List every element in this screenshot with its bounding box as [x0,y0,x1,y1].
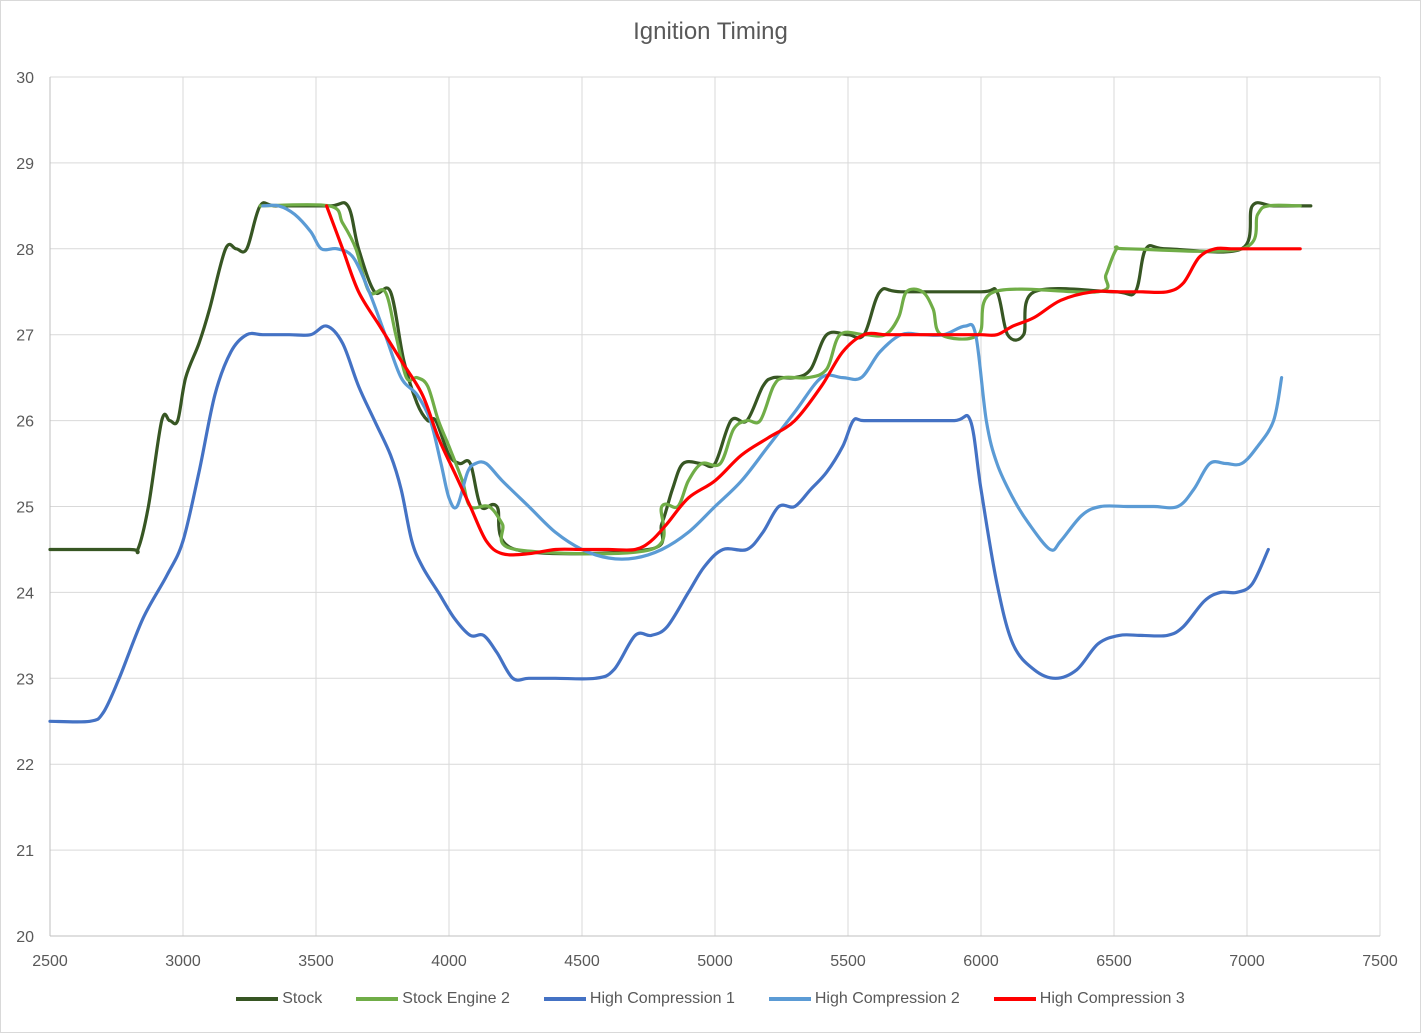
chart-title: Ignition Timing [633,18,788,45]
legend-item-high-compression-1: High Compression 1 [543,990,735,1008]
legend-label: High Compression 1 [589,990,735,1007]
series-line-high-compression-3 [325,204,1302,557]
legend-swatch [236,997,279,1001]
y-tick-labels: 20 21 22 23 24 25 26 27 28 29 30 [16,70,34,946]
legend-label: Stock [282,990,323,1007]
x-tick-label: 2500 [32,953,68,970]
x-tick-label: 7000 [1229,953,1265,970]
series-line-high-compression-2 [261,203,1284,561]
x-tick-label: 4000 [431,953,467,970]
y-tick-label: 22 [16,757,34,774]
x-tick-label: 6500 [1096,953,1132,970]
axes [49,77,1380,937]
legend-label: High Compression 2 [814,990,960,1007]
y-tick-label: 21 [16,843,34,860]
legend-item-high-compression-3: High Compression 3 [993,990,1185,1008]
x-tick-labels: 2500 3000 3500 4000 4500 5000 5500 6000 6500 7000… [32,953,1398,970]
x-tick-label: 7500 [1362,953,1398,970]
legend-swatch [356,997,399,1001]
x-tick-label: 5000 [697,953,733,970]
x-tick-label: 3000 [165,953,201,970]
chart-plot-area: 2500 3000 3500 4000 4500 5000 5500 6000 6500 7000… [16,70,1398,970]
series-lines [48,201,1313,724]
y-tick-label: 28 [16,242,34,259]
legend-item-stock-engine-2: Stock Engine 2 [356,990,510,1008]
y-tick-label: 23 [16,671,34,688]
legend-label: Stock Engine 2 [402,990,510,1007]
y-tick-label: 24 [16,585,34,602]
series-line-high-compression-1 [48,324,1270,724]
x-tick-label: 5500 [830,953,866,970]
legend-item-stock: Stock [236,990,322,1008]
y-tick-label: 20 [16,929,34,946]
y-tick-label: 27 [16,328,34,345]
y-tick-label: 29 [16,156,34,173]
legend: Stock Stock Engine 2 High Compression 1 Hig… [0,990,1421,1008]
y-tick-label: 26 [16,414,34,431]
legend-label: High Compression 3 [1039,990,1185,1007]
x-tick-label: 3500 [298,953,334,970]
legend-item-high-compression-2: High Compression 2 [768,990,960,1008]
legend-swatch [993,997,1036,1001]
series-line-stock-engine-2 [258,203,1302,556]
legend-swatch [768,997,811,1001]
y-tick-label: 30 [16,70,34,87]
x-tick-label: 6000 [963,953,999,970]
legend-swatch [543,997,586,1001]
x-tick-label: 4500 [564,953,600,970]
y-tick-label: 25 [16,500,34,517]
